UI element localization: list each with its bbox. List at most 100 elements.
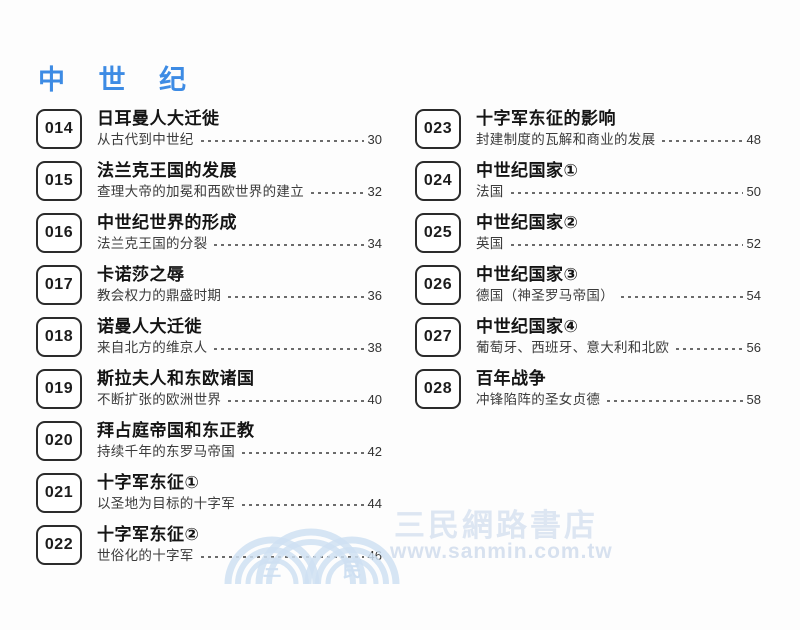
entry-subtitle: 葡萄牙、西班牙、意大利和北欧 — [476, 340, 670, 355]
entry-page-number: 36 — [367, 288, 382, 303]
entry-title: 卡诺莎之辱 — [97, 265, 185, 284]
entry-text: 拜占庭帝国和东正教 持续千年的东罗马帝国 42 — [97, 420, 382, 462]
entry-text: 百年战争 冲锋陷阵的圣女贞德 58 — [476, 368, 761, 410]
entry-number-badge: 024 — [415, 161, 461, 201]
entry-subtitle: 从古代到中世纪 — [97, 132, 194, 147]
entry-page-number: 32 — [367, 184, 382, 199]
entry-page-number: 54 — [746, 288, 761, 303]
entry-text: 中世纪国家④ 葡萄牙、西班牙、意大利和北欧 56 — [476, 316, 761, 358]
entry-title: 斯拉夫人和东欧诸国 — [97, 369, 255, 388]
entry-number-badge: 026 — [415, 265, 461, 305]
toc-entry: 016 中世纪世界的形成 法兰克王国的分裂 34 — [36, 212, 382, 254]
entry-title: 十字军东征① — [97, 473, 200, 492]
entry-number: 020 — [44, 432, 74, 449]
dotted-leader — [311, 192, 364, 194]
entry-title: 诺曼人大迁徙 — [97, 317, 202, 336]
entry-subtitle-row: 持续千年的东罗马帝国 42 — [97, 442, 382, 462]
entry-text: 日耳曼人大迁徙 从古代到中世纪 30 — [97, 108, 382, 150]
entry-subtitle-row: 法国 50 — [476, 182, 761, 202]
toc-entry: 020 拜占庭帝国和东正教 持续千年的东罗马帝国 42 — [36, 420, 382, 462]
entry-page-number: 58 — [746, 392, 761, 407]
entry-page-number: 46 — [367, 548, 382, 563]
toc-entry: 025 中世纪国家② 英国 52 — [415, 212, 761, 254]
entry-number-badge: 019 — [36, 369, 82, 409]
entry-page-number: 44 — [367, 496, 382, 511]
entry-page-number: 50 — [746, 184, 761, 199]
toc-column-right: 023 十字军东征的影响 封建制度的瓦解和商业的发展 48 024 中世纪国家①… — [415, 108, 761, 420]
dotted-leader — [228, 400, 364, 402]
entry-number: 023 — [423, 120, 453, 137]
entry-number-badge: 017 — [36, 265, 82, 305]
entry-subtitle-row: 查理大帝的加冕和西欧世界的建立 32 — [97, 182, 382, 202]
watermark-url: www.sanmin.com.tw — [390, 540, 613, 563]
entry-number-badge: 015 — [36, 161, 82, 201]
dotted-leader — [214, 244, 364, 246]
dotted-leader — [510, 244, 743, 246]
entry-number-badge: 023 — [415, 109, 461, 149]
entry-number: 022 — [44, 536, 74, 553]
entry-subtitle: 冲锋陷阵的圣女贞德 — [476, 392, 601, 407]
entry-subtitle-row: 德国（神圣罗马帝国） 54 — [476, 286, 761, 306]
entry-number: 025 — [423, 224, 453, 241]
toc-entry: 022 十字军东征② 世俗化的十字军 46 — [36, 524, 382, 566]
toc-entry: 019 斯拉夫人和东欧诸国 不断扩张的欧洲世界 40 — [36, 368, 382, 410]
toc-entry: 026 中世纪国家③ 德国（神圣罗马帝国） 54 — [415, 264, 761, 306]
entry-subtitle-row: 教会权力的鼎盛时期 36 — [97, 286, 382, 306]
entry-text: 中世纪国家③ 德国（神圣罗马帝国） 54 — [476, 264, 761, 306]
toc-entry: 023 十字军东征的影响 封建制度的瓦解和商业的发展 48 — [415, 108, 761, 150]
entry-subtitle: 法兰克王国的分裂 — [97, 236, 208, 251]
toc-entry: 028 百年战争 冲锋陷阵的圣女贞德 58 — [415, 368, 761, 410]
entry-subtitle-row: 葡萄牙、西班牙、意大利和北欧 56 — [476, 338, 761, 358]
entry-number-badge: 020 — [36, 421, 82, 461]
entry-text: 中世纪国家② 英国 52 — [476, 212, 761, 254]
entry-subtitle-row: 法兰克王国的分裂 34 — [97, 234, 382, 254]
entry-title: 十字军东征② — [97, 525, 200, 544]
entry-subtitle-row: 来自北方的维京人 38 — [97, 338, 382, 358]
toc-entry: 017 卡诺莎之辱 教会权力的鼎盛时期 36 — [36, 264, 382, 306]
entry-subtitle-row: 英国 52 — [476, 234, 761, 254]
dotted-leader — [242, 452, 364, 454]
dotted-leader — [510, 192, 743, 194]
entry-subtitle-row: 以圣地为目标的十字军 44 — [97, 494, 382, 514]
entry-number: 024 — [423, 172, 453, 189]
entry-title: 中世纪国家② — [476, 213, 579, 232]
toc-entry: 015 法兰克王国的发展 查理大帝的加冕和西欧世界的建立 32 — [36, 160, 382, 202]
entry-number-badge: 028 — [415, 369, 461, 409]
entry-page-number: 38 — [367, 340, 382, 355]
entry-title: 中世纪世界的形成 — [97, 213, 237, 232]
dotted-leader — [607, 400, 743, 402]
dotted-leader — [676, 348, 743, 350]
entry-title: 中世纪国家③ — [476, 265, 579, 284]
entry-number-badge: 014 — [36, 109, 82, 149]
entry-number-badge: 025 — [415, 213, 461, 253]
dotted-leader — [200, 140, 364, 142]
entry-page-number: 40 — [367, 392, 382, 407]
entry-subtitle: 德国（神圣罗马帝国） — [476, 288, 614, 303]
entry-subtitle: 以圣地为目标的十字军 — [97, 496, 235, 511]
entry-title: 拜占庭帝国和东正教 — [97, 421, 255, 440]
dotted-leader — [228, 296, 364, 298]
dotted-leader — [200, 556, 364, 558]
entry-page-number: 52 — [746, 236, 761, 251]
entry-number-badge: 018 — [36, 317, 82, 357]
entry-subtitle: 不断扩张的欧洲世界 — [97, 392, 222, 407]
entry-subtitle: 法国 — [476, 184, 504, 199]
entry-text: 十字军东征的影响 封建制度的瓦解和商业的发展 48 — [476, 108, 761, 150]
entry-subtitle: 封建制度的瓦解和商业的发展 — [476, 132, 656, 147]
entry-title: 十字军东征的影响 — [476, 109, 616, 128]
entry-text: 十字军东征① 以圣地为目标的十字军 44 — [97, 472, 382, 514]
toc-entry: 014 日耳曼人大迁徙 从古代到中世纪 30 — [36, 108, 382, 150]
entry-subtitle-row: 不断扩张的欧洲世界 40 — [97, 390, 382, 410]
entry-title: 中世纪国家④ — [476, 317, 579, 336]
entry-page-number: 42 — [367, 444, 382, 459]
entry-number-badge: 016 — [36, 213, 82, 253]
entry-text: 诺曼人大迁徙 来自北方的维京人 38 — [97, 316, 382, 358]
entry-page-number: 56 — [746, 340, 761, 355]
entry-page-number: 30 — [367, 132, 382, 147]
entry-subtitle-row: 世俗化的十字军 46 — [97, 546, 382, 566]
toc-entry: 021 十字军东征① 以圣地为目标的十字军 44 — [36, 472, 382, 514]
entry-number: 018 — [44, 328, 74, 345]
dotted-leader — [214, 348, 364, 350]
entry-text: 斯拉夫人和东欧诸国 不断扩张的欧洲世界 40 — [97, 368, 382, 410]
